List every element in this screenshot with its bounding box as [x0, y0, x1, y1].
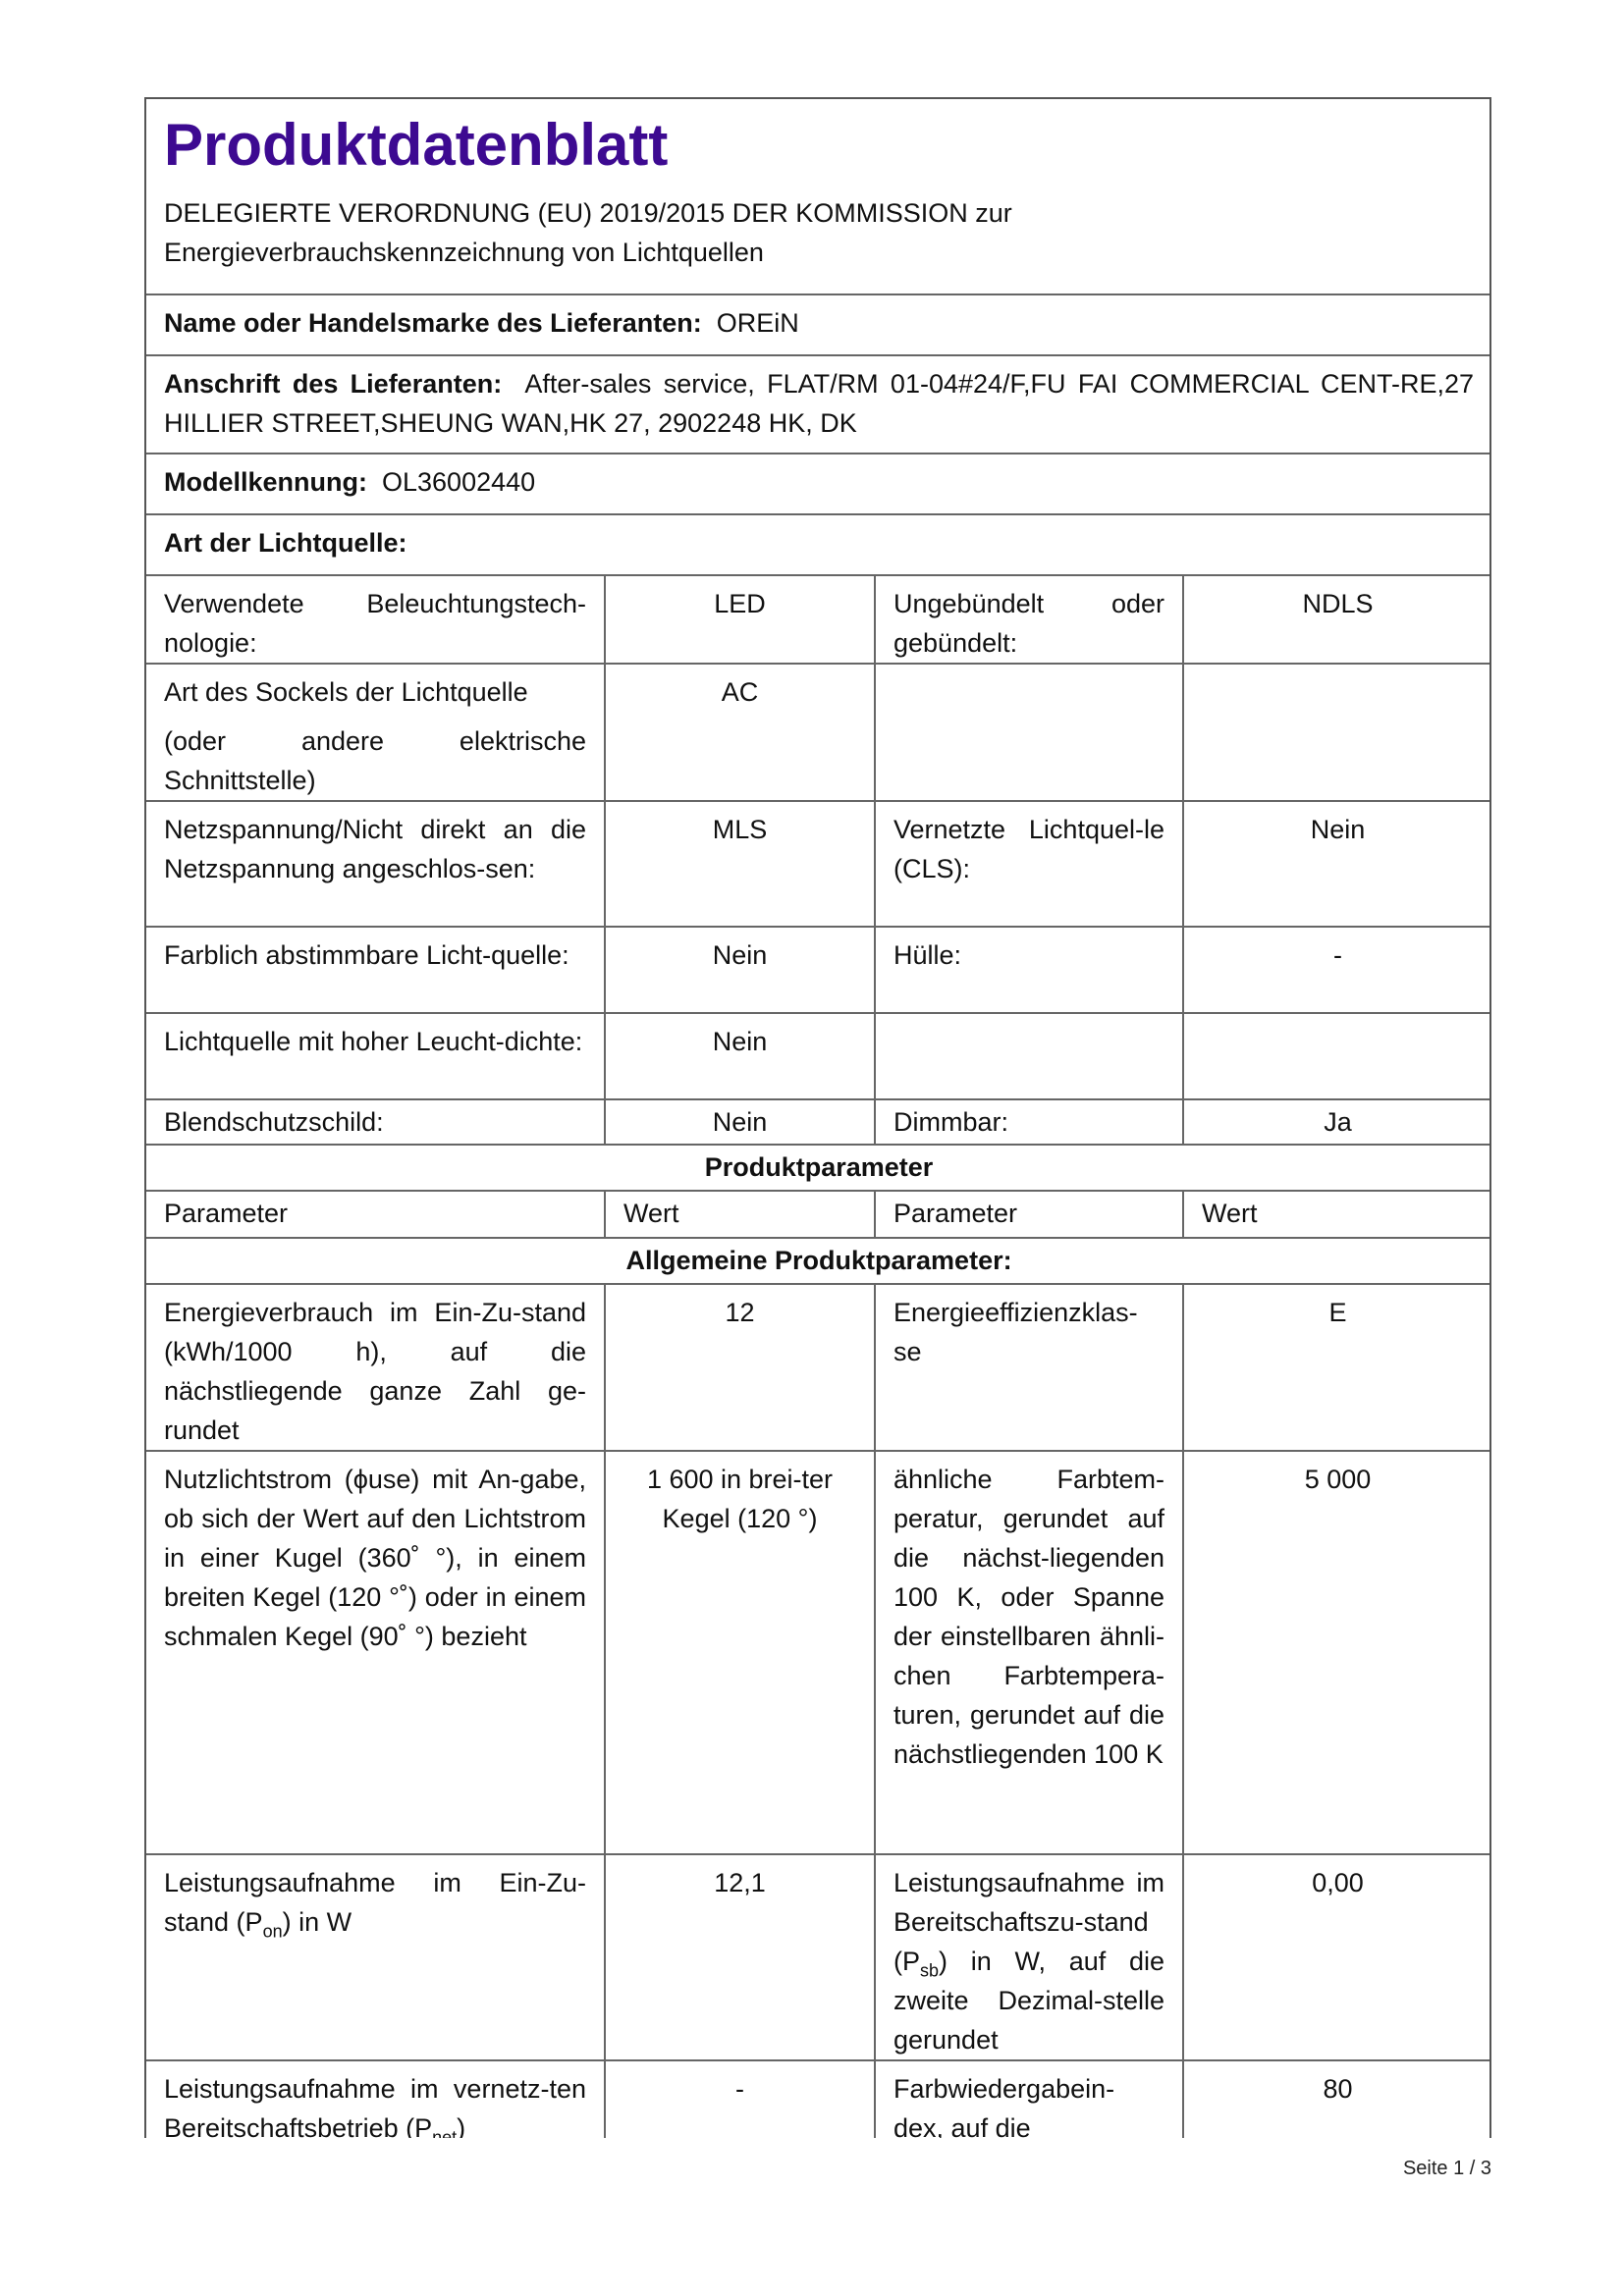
table-row: Art des Sockels der Lichtquelle (oder and… [146, 663, 1489, 802]
param-text: Leistungsaufnahme im Bereitschaftszu-sta… [893, 1868, 1164, 1976]
param-cell: Netzspannung/Nicht direkt an die Netzspa… [146, 800, 606, 928]
value-cell: AC [604, 663, 876, 802]
column-header: Parameter [874, 1190, 1184, 1239]
supplier-address-value: After-sales service, FLAT/RM 01-04#24/F,… [164, 369, 1475, 438]
section-heading: Allgemeine Produktparameter: [146, 1237, 1489, 1285]
param-cell: Art des Sockels der Lichtquelle (oder and… [146, 663, 606, 802]
table-row: Lichtquelle mit hoher Leucht-dichte: Nei… [146, 1012, 1489, 1100]
subscript: on [262, 1921, 283, 1942]
value-cell: - [604, 2059, 876, 2138]
param-cell: Vernetzte Lichtquel-le (CLS): [874, 800, 1184, 928]
regulation-line-2: Energieverbrauchskennzeichnung von Licht… [164, 238, 764, 267]
param-text: Leistungsaufnahme im Ein-Zu-stand (P [164, 1868, 586, 1937]
value-cell: 5 000 [1181, 1450, 1489, 1855]
regulation-line-1: DELEGIERTE VERORDNUNG (EU) 2019/2015 DER… [164, 198, 1012, 228]
param-text: Leistungsaufnahme im vernetz-ten Bereits… [164, 2074, 586, 2138]
value-cell: Nein [604, 1012, 876, 1100]
supplier-address-row: Anschrift des Lieferanten: After-sales s… [146, 354, 1489, 454]
value-cell: MLS [604, 800, 876, 928]
model-row: Modellkennung: OL36002440 [146, 453, 1489, 515]
column-header: Parameter [146, 1190, 606, 1239]
table-row: Leistungsaufnahme im vernetz-ten Bereits… [146, 2059, 1489, 2138]
param-text: Art des Sockels der Lichtquelle [164, 677, 528, 707]
table-row: Netzspannung/Nicht direkt an die Netzspa… [146, 800, 1489, 928]
param-text: ) in W [282, 1907, 352, 1937]
section-heading: Produktparameter [146, 1144, 1489, 1192]
supplier-name-value: OREiN [716, 308, 799, 338]
param-cell: Energieverbrauch im Ein-Zu-stand (kWh/10… [146, 1283, 606, 1452]
subscript: net [432, 2127, 458, 2138]
param-cell: Leistungsaufnahme im vernetz-ten Bereits… [146, 2059, 606, 2138]
model-value: OL36002440 [382, 467, 536, 497]
param-cell: Energieeffizienzklas-se [874, 1283, 1184, 1452]
param-cell: Hülle: [874, 926, 1184, 1014]
value-cell: Ja [1181, 1098, 1489, 1146]
param-text: (oder andere elektrische Schnittstelle) [164, 726, 586, 795]
value-cell [1181, 1012, 1489, 1100]
light-type-row: Art der Lichtquelle: [146, 513, 1489, 576]
param-cell: Nutzlichtstrom (ϕuse) mit An-gabe, ob si… [146, 1450, 606, 1855]
table-row: Leistungsaufnahme im Ein-Zu-stand (Pon) … [146, 1853, 1489, 2061]
param-text: ) [457, 2113, 466, 2138]
value-cell: E [1181, 1283, 1489, 1452]
value-cell: Nein [604, 926, 876, 1014]
table-row: Energieverbrauch im Ein-Zu-stand (kWh/10… [146, 1283, 1489, 1452]
model-label: Modellkennung: [164, 467, 367, 497]
light-type-label: Art der Lichtquelle: [164, 528, 407, 558]
column-header: Wert [604, 1190, 876, 1239]
param-cell: Leistungsaufnahme im Bereitschaftszu-sta… [874, 1853, 1184, 2061]
value-cell: LED [604, 574, 876, 665]
param-cell: Lichtquelle mit hoher Leucht-dichte: [146, 1012, 606, 1100]
param-cell: Verwendete Beleuchtungstech-nologie: [146, 574, 606, 665]
table-row: Nutzlichtstrom (ϕuse) mit An-gabe, ob si… [146, 1450, 1489, 1855]
value-cell: 80 [1181, 2059, 1489, 2138]
table-row: Farblich abstimmbare Licht-quelle: Nein … [146, 926, 1489, 1014]
param-text: ) in W, auf die zweite Dezimal-stelle ge… [893, 1947, 1164, 2055]
value-cell [1181, 663, 1489, 802]
supplier-name-label: Name oder Handelsmarke des Lieferanten: [164, 308, 702, 338]
param-cell: Leistungsaufnahme im Ein-Zu-stand (Pon) … [146, 1853, 606, 2061]
column-header: Wert [1181, 1190, 1489, 1239]
value-cell: 0,00 [1181, 1853, 1489, 2061]
value-cell: NDLS [1181, 574, 1489, 665]
param-cell: Ungebündelt oder gebündelt: [874, 574, 1184, 665]
value-cell: - [1181, 926, 1489, 1014]
param-cell [874, 1012, 1184, 1100]
product-data-sheet: Produktdatenblatt DELEGIERTE VERORDNUNG … [144, 97, 1491, 2138]
param-cell [874, 663, 1184, 802]
param-cell: Farblich abstimmbare Licht-quelle: [146, 926, 606, 1014]
value-cell: 12 [604, 1283, 876, 1452]
table-row: Verwendete Beleuchtungstech-nologie: LED… [146, 574, 1489, 665]
supplier-name-row: Name oder Handelsmarke des Lieferanten: … [146, 294, 1489, 356]
param-cell: Dimmbar: [874, 1098, 1184, 1146]
param-cell: ähnliche Farbtem-peratur, gerundet auf d… [874, 1450, 1184, 1855]
value-cell: Nein [604, 1098, 876, 1146]
column-header-row: Parameter Wert Parameter Wert [146, 1190, 1489, 1239]
section-title: Produktparameter [704, 1152, 934, 1182]
table-row: Blendschutzschild: Nein Dimmbar: Ja [146, 1098, 1489, 1146]
page-title: Produktdatenblatt [164, 112, 669, 178]
supplier-address-label: Anschrift des Lieferanten: [164, 369, 503, 399]
value-cell: 1 600 in brei-ter Kegel (120 °) [604, 1450, 876, 1855]
section-title: Allgemeine Produktparameter: [625, 1246, 1012, 1275]
value-cell: 12,1 [604, 1853, 876, 2061]
subscript: sb [920, 1960, 940, 1981]
value-cell: Nein [1181, 800, 1489, 928]
header-cell: Produktdatenblatt DELEGIERTE VERORDNUNG … [146, 99, 1489, 295]
param-cell: Blendschutzschild: [146, 1098, 606, 1146]
param-cell: Farbwiedergabein-dex, auf die [874, 2059, 1184, 2138]
page-number: Seite 1 / 3 [1402, 2158, 1491, 2179]
datasheet-table: Produktdatenblatt DELEGIERTE VERORDNUNG … [146, 99, 1489, 2138]
